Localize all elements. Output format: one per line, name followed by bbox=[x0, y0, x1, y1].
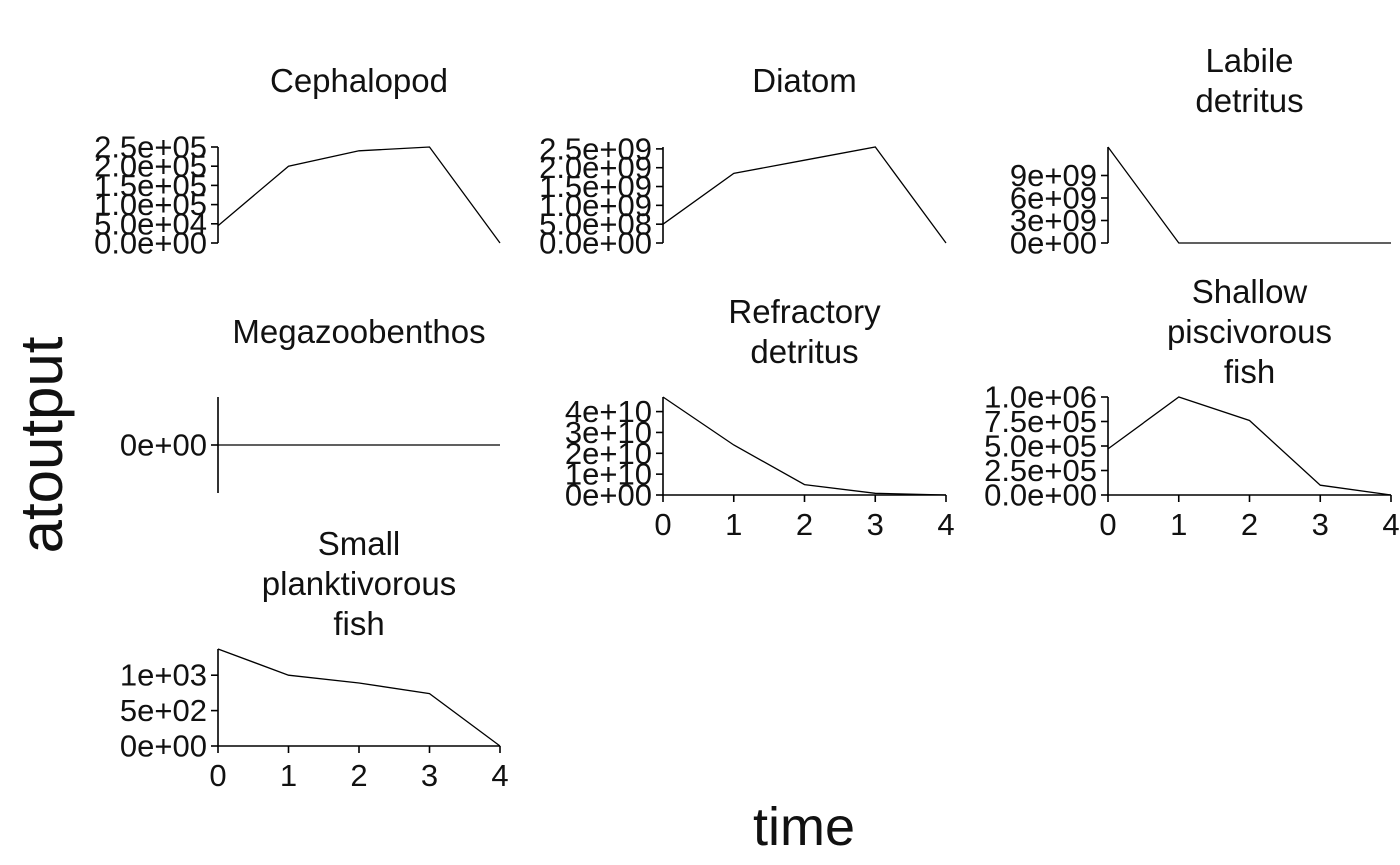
series-line bbox=[217, 648, 501, 747]
y-tick-label: 5.0e+08 bbox=[539, 207, 652, 242]
y-tick-label: 2.5e+05 bbox=[984, 453, 1097, 488]
y-tick-label: 1e+03 bbox=[120, 658, 207, 693]
y-tick-label: 2.0e+05 bbox=[94, 149, 207, 184]
panel-title: Shallow piscivorous fish bbox=[1167, 273, 1332, 390]
y-tick-label: 1.0e+09 bbox=[539, 188, 652, 223]
series-line bbox=[217, 146, 501, 244]
y-tick-label: 7.5e+05 bbox=[984, 404, 1097, 439]
panel-title: Megazoobenthos bbox=[232, 313, 485, 350]
x-tick-label: 2 bbox=[796, 507, 813, 542]
y-tick-label: 0.0e+00 bbox=[94, 226, 207, 261]
y-tick-label: 0e+00 bbox=[120, 428, 207, 463]
panel-title: Refractory detritus bbox=[728, 293, 881, 370]
y-tick-label: 0e+00 bbox=[120, 729, 207, 764]
series-line bbox=[662, 146, 947, 244]
y-tick-label: 2e+10 bbox=[565, 436, 652, 471]
facet-panel: Diatom 0.0e+005.0e+081.0e+091.5e+092.0e+0… bbox=[539, 62, 947, 261]
y-tick-label: 5e+02 bbox=[120, 693, 207, 728]
panel-title: Cephalopod bbox=[270, 62, 448, 99]
x-tick-label: 0 bbox=[654, 507, 671, 542]
y-tick-label: 2.5e+05 bbox=[94, 130, 207, 165]
panel-title: Labile detritus bbox=[1195, 42, 1303, 119]
y-axis-title: atoutput bbox=[8, 336, 75, 553]
y-tick-label: 1.5e+05 bbox=[94, 168, 207, 203]
series-line bbox=[662, 396, 947, 496]
x-tick-label: 1 bbox=[280, 758, 297, 793]
y-tick-label: 3e+09 bbox=[1010, 203, 1097, 238]
y-tick-label: 0e+00 bbox=[1010, 226, 1097, 261]
y-tick-label: 5.0e+04 bbox=[94, 206, 207, 241]
facet-panels: Cephalopod0.0e+005.0e+041.0e+051.5e+052.… bbox=[94, 42, 1400, 793]
x-tick-label: 2 bbox=[1241, 507, 1258, 542]
x-tick-label: 4 bbox=[937, 507, 954, 542]
y-tick-label: 3e+10 bbox=[565, 415, 652, 450]
y-tick-label: 2.0e+09 bbox=[539, 150, 652, 185]
y-tick-label: 1.5e+09 bbox=[539, 169, 652, 204]
panel-title: Small planktivorous fish bbox=[262, 525, 456, 642]
y-tick-label: 1.0e+06 bbox=[984, 380, 1097, 415]
series-line bbox=[1107, 146, 1391, 244]
y-tick-label: 1.0e+05 bbox=[94, 187, 207, 222]
y-tick-label: 1e+10 bbox=[565, 457, 652, 492]
y-tick-label: 0e+00 bbox=[565, 478, 652, 513]
facet-panel: Refractory detritus 0e+001e+102e+103e+104e… bbox=[565, 293, 955, 542]
x-tick-label: 3 bbox=[867, 507, 884, 542]
x-tick-label: 4 bbox=[491, 758, 508, 793]
x-tick-label: 1 bbox=[725, 507, 742, 542]
y-tick-label: 4e+10 bbox=[565, 394, 652, 429]
panel-title: Diatom bbox=[752, 62, 857, 99]
x-tick-label: 3 bbox=[1312, 507, 1329, 542]
y-tick-label: 2.5e+09 bbox=[539, 131, 652, 166]
y-tick-label: 5.0e+05 bbox=[984, 429, 1097, 464]
y-tick-label: 9e+09 bbox=[1010, 158, 1097, 193]
y-tick-label: 0.0e+00 bbox=[539, 226, 652, 261]
facet-panel: Shallow piscivorous fish 0.0e+002.5e+055.0e… bbox=[984, 273, 1400, 542]
x-tick-label: 3 bbox=[421, 758, 438, 793]
x-tick-label: 4 bbox=[1382, 507, 1399, 542]
y-tick-label: 0.0e+00 bbox=[984, 478, 1097, 513]
x-tick-label: 1 bbox=[1170, 507, 1187, 542]
y-tick-label: 6e+09 bbox=[1010, 181, 1097, 216]
x-tick-label: 2 bbox=[350, 758, 367, 793]
x-axis-title: time bbox=[753, 797, 855, 857]
facet-panel: Cephalopod 0.0e+005.0e+041.0e+051.5e+052.… bbox=[94, 62, 501, 261]
x-tick-label: 0 bbox=[209, 758, 226, 793]
series-line bbox=[1107, 396, 1392, 496]
facet-panel: Megazoobenthos 0e+00 bbox=[120, 313, 500, 493]
x-tick-label: 0 bbox=[1099, 507, 1116, 542]
